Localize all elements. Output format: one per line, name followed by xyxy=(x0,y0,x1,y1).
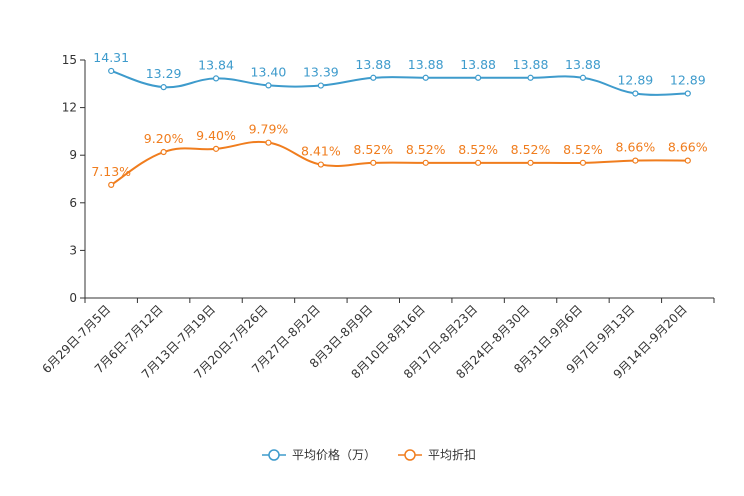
series-1-data-label: 13.29 xyxy=(146,66,182,81)
series-2-data-label: 9.79% xyxy=(249,122,289,137)
series-2-data-label: 8.52% xyxy=(511,142,551,157)
series-2-data-label: 8.52% xyxy=(563,142,603,157)
series-1-point[interactable] xyxy=(579,74,587,81)
series-line-1 xyxy=(110,69,688,96)
series-1-point[interactable] xyxy=(160,84,167,91)
series-1-data-label: 13.88 xyxy=(408,57,444,72)
legend-label-1[interactable]: 平均价格（万） xyxy=(292,447,376,462)
series-1-data-label: 13.88 xyxy=(355,57,391,72)
series-1-data-label: 13.88 xyxy=(565,57,601,72)
y-tick-label: 12 xyxy=(62,101,77,115)
series-1-point[interactable] xyxy=(475,74,482,81)
series-1-point[interactable] xyxy=(317,82,324,89)
y-tick-label: 3 xyxy=(69,243,77,257)
series-2-data-label: 9.20% xyxy=(144,131,184,146)
series-1-data-label: 13.88 xyxy=(460,57,496,72)
legend-marker-2[interactable] xyxy=(404,449,416,461)
series-2-data-label: 7.13% xyxy=(91,164,131,179)
series-1-point[interactable] xyxy=(212,75,220,82)
series-line-2 xyxy=(110,140,688,186)
series-1-data-label: 12.89 xyxy=(617,72,653,87)
series-2-data-label: 8.52% xyxy=(458,142,498,157)
y-tick-label: 0 xyxy=(69,291,77,305)
series-1-data-label: 13.88 xyxy=(513,57,549,72)
series-2-point[interactable] xyxy=(422,159,429,166)
series-1-data-label: 13.40 xyxy=(251,64,287,79)
series-2-data-label: 8.66% xyxy=(616,140,656,155)
series-1-point[interactable] xyxy=(265,82,272,89)
legend-label-2[interactable]: 平均折扣 xyxy=(428,447,476,462)
series-1-data-label: 13.39 xyxy=(303,65,339,80)
y-tick-label: 6 xyxy=(69,196,77,210)
series-2-point[interactable] xyxy=(475,159,482,166)
series-1-point[interactable] xyxy=(108,67,115,75)
legend-marker-1[interactable] xyxy=(268,449,280,461)
series-1-data-label: 13.84 xyxy=(198,57,234,72)
series-2-data-label: 9.40% xyxy=(196,128,236,143)
y-tick-label: 15 xyxy=(62,53,77,67)
series-2-point[interactable] xyxy=(632,157,639,164)
series-2-point[interactable] xyxy=(317,161,324,168)
series-2-point[interactable] xyxy=(684,157,691,164)
series-1-point[interactable] xyxy=(527,74,534,81)
series-2-point[interactable] xyxy=(527,159,534,166)
series-1-point[interactable] xyxy=(370,74,377,81)
series-2-data-label: 8.52% xyxy=(406,142,446,157)
series-2-data-label: 8.66% xyxy=(668,140,708,155)
series-2-point[interactable] xyxy=(370,159,377,166)
series-1-data-label: 14.31 xyxy=(93,50,129,65)
series-2-data-label: 8.41% xyxy=(301,144,341,159)
series-1-point[interactable] xyxy=(684,90,691,97)
series-1-point[interactable] xyxy=(632,90,639,97)
series-2-point[interactable] xyxy=(212,145,220,152)
series-1-point[interactable] xyxy=(422,74,429,81)
series-2-point[interactable] xyxy=(579,159,587,166)
series-2-point[interactable] xyxy=(160,148,167,156)
series-2-data-label: 8.52% xyxy=(353,142,393,157)
series-2-point[interactable] xyxy=(108,181,115,188)
series-2-point[interactable] xyxy=(265,139,272,146)
series-1-data-label: 12.89 xyxy=(670,72,706,87)
y-tick-label: 9 xyxy=(69,148,77,162)
